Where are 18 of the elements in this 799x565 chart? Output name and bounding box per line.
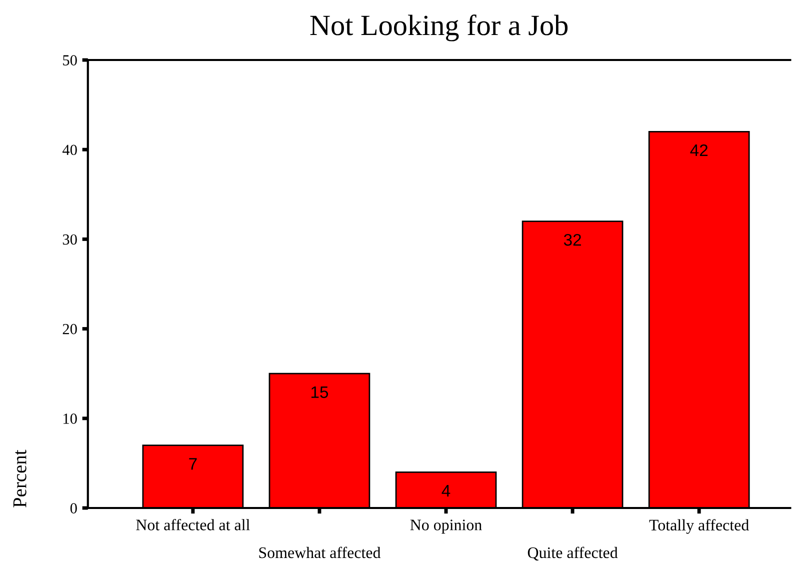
y-tick-label: 40 [62, 144, 77, 156]
chart-title: Not Looking for a Job [310, 14, 568, 42]
data-label: 32 [564, 234, 581, 246]
y-tick-label: 50 [63, 55, 77, 66]
y-tick-label: 30 [62, 234, 77, 245]
y-tick-label: 10 [64, 414, 77, 424]
y-tick-label: 0 [70, 503, 77, 514]
data-label: 15 [311, 386, 328, 398]
data-label: 4 [442, 485, 450, 496]
x-tick-label: Not affected at all [136, 518, 250, 530]
x-tick-label: Somewhat affected [259, 546, 381, 558]
data-label: 42 [690, 144, 708, 156]
x-tick-label: Totally affected [649, 519, 749, 534]
y-tick-label: 20 [62, 324, 77, 334]
x-tick-label: Quite affected [528, 546, 618, 561]
y-axis-title: Percent [13, 450, 26, 508]
data-label: 7 [189, 458, 197, 470]
x-tick-label: No opinion [410, 520, 482, 534]
